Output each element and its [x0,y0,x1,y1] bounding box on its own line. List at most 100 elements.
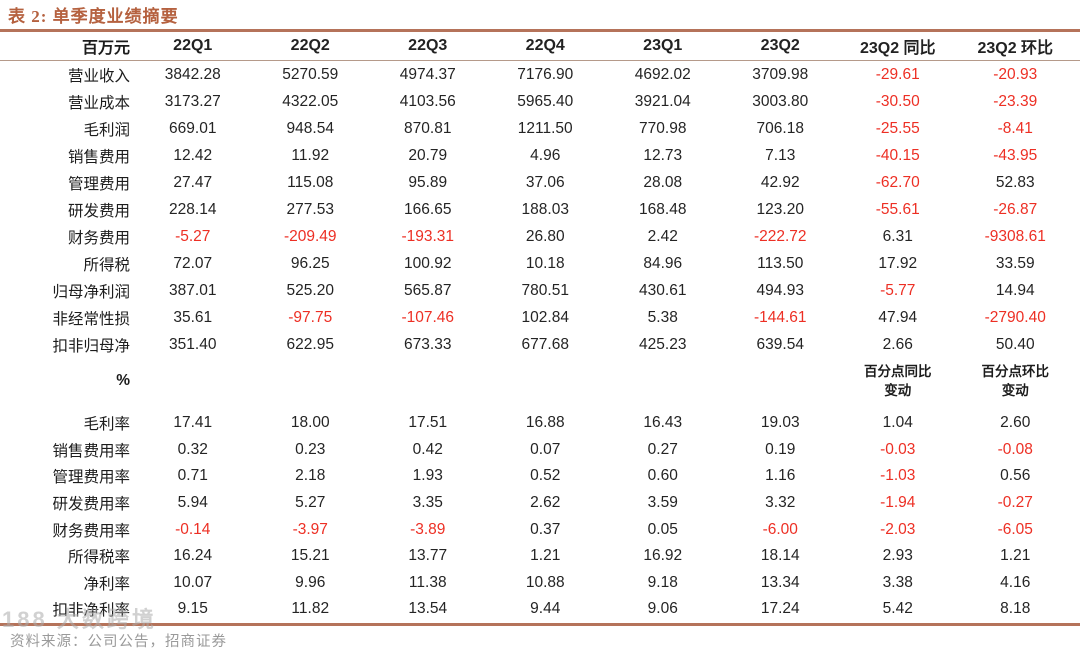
value-cell: -3.89 [410,520,446,538]
value-cell: 2.60 [1000,414,1031,432]
value-cell: 19.03 [760,414,800,432]
value-cell: -6.00 [762,520,798,538]
value-cell: 277.53 [286,200,334,218]
table-row: 所得税 72.07 96.25 100.92 10.18 84.96 113.50 17.92… [0,250,1080,277]
value-cell: -25.55 [875,119,920,137]
row-label: 研发费用率 [52,496,130,514]
value-cell: -107.46 [401,308,455,326]
value-cell: 9.15 [177,600,208,618]
row-label: 毛利率 [83,416,130,434]
value-cell: 2.18 [295,467,326,485]
value-cell: 430.61 [639,281,687,299]
table-row: 营业成本 3173.27 4322.05 4103.56 5965.40 3921.04 3… [0,88,1080,115]
row-label: 非经常性损 [52,310,130,328]
pp-qoq-line1: 百分点环比 [981,364,1050,379]
value-cell: 4322.05 [282,92,339,110]
value-cell: 1.04 [882,414,913,432]
value-cell: 4.16 [1000,573,1031,591]
value-cell: 4.96 [530,146,561,164]
value-cell: -55.61 [875,200,920,218]
table-header-row: 百万元 22Q1 22Q2 22Q3 22Q4 23Q1 23Q2 23Q2 同… [0,32,1080,61]
pp-yoy-line2: 变动 [884,383,912,398]
row-label: 财务费用 [67,229,130,247]
value-cell: 16.24 [173,547,213,565]
row-label: 销售费用 [67,148,130,166]
value-cell: 52.83 [995,173,1035,191]
value-cell: 4103.56 [399,92,456,110]
value-cell: -2790.40 [984,308,1046,326]
value-cell: 706.18 [756,119,804,137]
value-cell: 7.13 [765,146,796,164]
value-cell: 780.51 [521,281,569,299]
table-row: 毛利润 669.01 948.54 870.81 1211.50 770.98 706.18… [0,115,1080,142]
value-cell: 16.92 [643,547,683,565]
value-cell: 13.54 [408,600,448,618]
value-cell: 16.43 [643,414,683,432]
value-cell: -193.31 [401,227,455,245]
value-cell: 35.61 [173,308,213,326]
value-cell: -9308.61 [984,227,1046,245]
value-cell: 17.51 [408,414,448,432]
value-cell: 96.25 [290,254,330,272]
row-label: 管理费用率 [52,469,130,487]
row-label: 财务费用率 [52,522,130,540]
column-header: 22Q4 [525,37,565,54]
value-cell: 948.54 [286,119,334,137]
value-cell: -23.39 [993,92,1038,110]
value-cell: 525.20 [286,281,334,299]
value-cell: -0.14 [175,520,211,538]
table-row: 销售费用率 0.32 0.23 0.42 0.07 0.27 0.19 -0.03 -0.08 [0,437,1080,464]
value-cell: -2.03 [880,520,916,538]
value-cell: 2.93 [882,547,913,565]
value-cell: 9.06 [647,600,678,618]
table-row: 销售费用 12.42 11.92 20.79 4.96 12.73 7.13 -40.15 -4… [0,142,1080,169]
value-cell: 228.14 [169,200,217,218]
value-cell: 113.50 [757,254,804,272]
value-cell: 18.00 [290,414,330,432]
table-row: 所得税率 16.24 15.21 13.77 1.21 16.92 18.14 2.93 1.2… [0,543,1080,570]
value-cell: 12.42 [173,146,213,164]
value-cell: 17.24 [760,600,800,618]
value-cell: 102.84 [521,308,569,326]
table-row: 净利率 10.07 9.96 11.38 10.88 9.18 13.34 3.38 4.16 [0,570,1080,597]
table-bottom-rule [0,622,1080,626]
value-cell: 10.88 [525,573,565,591]
value-cell: 42.92 [760,173,800,191]
value-cell: 351.40 [169,335,217,353]
value-cell: 0.37 [530,520,561,538]
value-cell: 13.77 [408,547,448,565]
value-cell: 0.27 [647,440,678,458]
value-cell: 3709.98 [752,65,809,83]
value-cell: 677.68 [521,335,569,353]
row-label: 净利率 [83,575,130,593]
pp-yoy-line1: 百分点同比 [864,364,932,379]
value-cell: 3003.80 [752,92,809,110]
value-cell: 1211.50 [517,119,573,137]
row-label: 销售费用率 [52,442,130,460]
value-cell: 17.92 [878,254,918,272]
value-cell: 3.59 [647,494,678,512]
row-label: 归母净利润 [52,283,130,301]
value-cell: 3.32 [765,494,796,512]
value-cell: 15.21 [290,547,330,565]
row-label: 毛利润 [83,121,130,139]
value-cell: 2.62 [530,494,561,512]
row-label: 营业成本 [67,94,130,112]
value-cell: -5.27 [175,227,211,245]
value-cell: -0.27 [997,494,1033,512]
value-cell: 33.59 [995,254,1035,272]
value-cell: 425.23 [639,335,687,353]
value-cell: 494.93 [756,281,804,299]
value-cell: 1.93 [412,467,443,485]
value-cell: 13.34 [760,573,800,591]
table-row: 扣非归母净 351.40 622.95 673.33 677.68 425.23 639.5… [0,331,1080,358]
value-cell: 639.54 [756,335,804,353]
value-cell: 0.07 [530,440,561,458]
value-cell: 2.42 [647,227,678,245]
value-cell: 50.40 [995,335,1035,353]
value-cell: -29.61 [875,65,920,83]
value-cell: -1.03 [880,467,916,485]
value-cell: 95.89 [408,173,448,191]
value-cell: 0.52 [530,467,561,485]
